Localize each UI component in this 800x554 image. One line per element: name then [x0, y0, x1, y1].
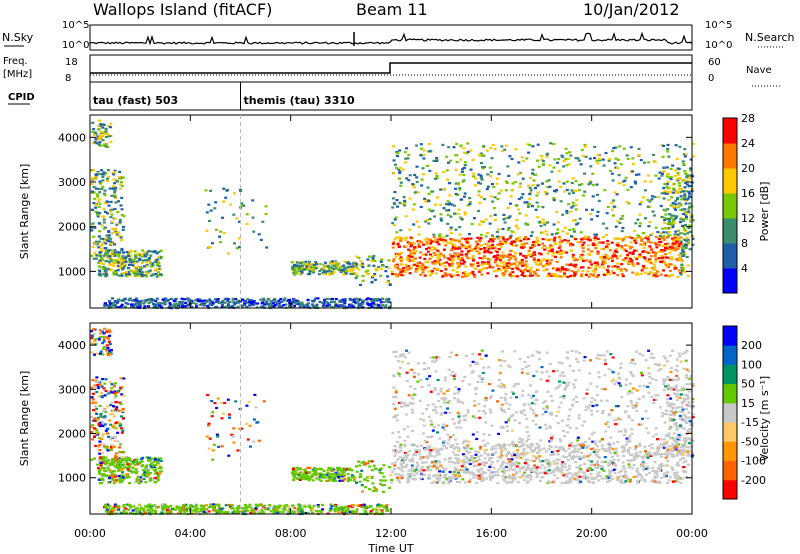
colorbar-tick-label: 100: [741, 358, 762, 371]
plot-title: Wallops Island (fitACF): [93, 0, 273, 19]
right-tick-mid-lo: 0: [708, 73, 714, 84]
colorbar-tick-label: -100: [741, 455, 766, 468]
nsky-label: N.Sky: [2, 31, 34, 44]
colorbar-tick-label: 8: [741, 237, 748, 250]
y-tick-label: 1000: [58, 472, 86, 485]
colorbar-tick-label: 24: [741, 137, 755, 150]
power-colorbar-label: Power [dB]: [758, 182, 771, 242]
power-colorbar-cell: [723, 243, 737, 269]
cpid-entry: themis (tau) 3310: [244, 94, 356, 107]
left-tick-mid-lo: 8: [65, 73, 71, 84]
colorbar-tick-label: 15: [741, 397, 755, 410]
x-tick-label: 08:00: [275, 527, 307, 540]
velocity-colorbar-cell: [723, 402, 737, 423]
velocity-colorbar-frame: [722, 325, 738, 500]
freq-trace: [90, 62, 692, 74]
colorbar-tick-label: -200: [741, 474, 766, 487]
velocity-ylabel: Slant Range [km]: [18, 371, 31, 467]
left-tick-mid-hi: 18: [65, 57, 78, 68]
velocity-colorbar-cell: [723, 479, 737, 500]
cpid-label: CPID: [8, 92, 35, 103]
y-tick-label: 4000: [58, 339, 86, 352]
power-colorbar-cell: [723, 193, 737, 219]
velocity-colorbar-cell: [723, 383, 737, 404]
power-frame: [89, 114, 693, 309]
y-tick-label: 4000: [58, 131, 86, 144]
freq-label: Freq.: [3, 56, 28, 67]
power-colorbar-cell: [723, 268, 737, 294]
cpid-entry: tau (fast) 503: [93, 94, 178, 107]
velocity-cells: [90, 327, 695, 516]
x-tick-label: 00:00: [676, 527, 708, 540]
colorbar-tick-label: 200: [741, 339, 762, 352]
power-ylabel: Slant Range [km]: [18, 164, 31, 260]
velocity-frame: [89, 322, 693, 515]
date-label: 10/Jan/2012: [583, 0, 680, 19]
nave-label: Nave: [746, 65, 772, 76]
power-cells: [90, 119, 695, 310]
colorbar-tick-label: 16: [741, 187, 755, 200]
y-tick-label: 3000: [58, 383, 86, 396]
velocity-colorbar-label: Velocity [m s⁻¹]: [758, 376, 771, 461]
right-tick-mid-hi: 60: [708, 57, 721, 68]
y-tick-label: 2000: [58, 221, 86, 234]
x-tick-label: 04:00: [174, 527, 206, 540]
right-tick-top-lo: 10^0: [705, 40, 732, 51]
freq-unit: [MHz]: [3, 69, 32, 80]
power-colorbar-cell: [723, 168, 737, 194]
power-colorbar-cell: [723, 143, 737, 169]
velocity-colorbar-cell: [723, 326, 737, 346]
power-colorbar-cell: [723, 118, 737, 144]
y-tick-label: 1000: [58, 265, 86, 278]
noise-trace: [89, 31, 693, 46]
x-axis-label: Time UT: [367, 542, 413, 554]
noise-panel-frame: [89, 24, 693, 51]
velocity-colorbar-cell: [723, 441, 737, 461]
x-tick-label: 20:00: [576, 527, 608, 540]
colorbar-tick-label: -50: [741, 435, 759, 448]
colorbar-tick-label: -15: [741, 416, 759, 429]
velocity-colorbar-cell: [723, 345, 737, 365]
velocity-colorbar-cell: [723, 364, 737, 385]
x-tick-label: 00:00: [74, 527, 106, 540]
y-tick-label: 3000: [58, 176, 86, 189]
colorbar-tick-label: 4: [741, 262, 748, 275]
y-tick-label: 2000: [58, 428, 86, 441]
left-tick-top-lo: 10^0: [62, 40, 89, 51]
beam-label: Beam 11: [356, 0, 428, 19]
colorbar-tick-label: 28: [741, 112, 755, 125]
power-colorbar-cell: [723, 218, 737, 244]
colorbar-tick-label: 20: [741, 162, 755, 175]
right-tick-top-hi: 10^5: [705, 20, 732, 31]
velocity-colorbar-cell: [723, 422, 737, 442]
x-tick-label: 12:00: [375, 527, 407, 540]
colorbar-tick-label: 12: [741, 212, 755, 225]
freq-panel-frame: [89, 54, 693, 83]
velocity-colorbar-cell: [723, 460, 737, 481]
cpid-panel-frame: [89, 81, 693, 111]
x-tick-label: 16:00: [475, 527, 507, 540]
colorbar-tick-label: 50: [741, 378, 755, 391]
power-colorbar-frame: [722, 117, 738, 294]
nsearch-label: N.Search: [745, 31, 795, 44]
left-tick-top-hi: 10^5: [62, 20, 89, 31]
